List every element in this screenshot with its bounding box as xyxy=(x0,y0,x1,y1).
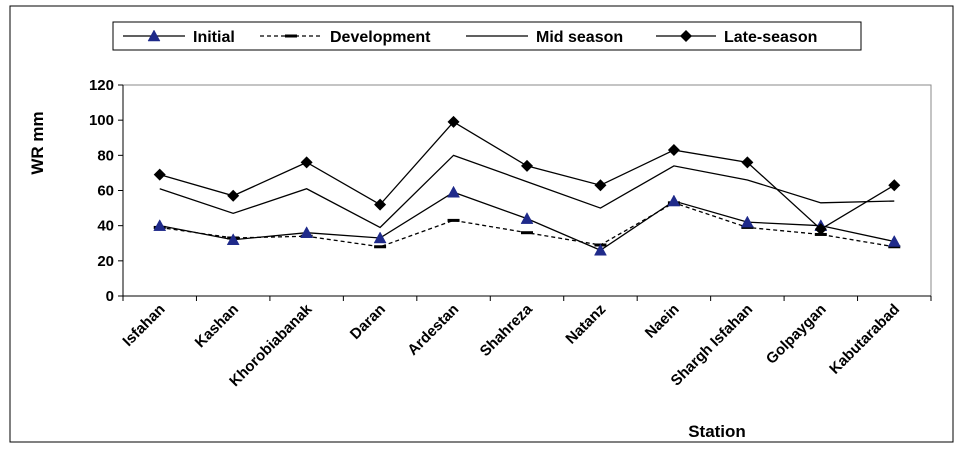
data-point-diamond xyxy=(888,179,901,192)
data-point-triangle xyxy=(447,185,460,198)
data-point-triangle xyxy=(373,231,387,244)
plot-area xyxy=(122,84,932,297)
data-point-diamond xyxy=(667,144,680,157)
data-point-diamond xyxy=(814,223,827,236)
y-tick-label: 40 xyxy=(97,218,114,235)
data-point-diamond xyxy=(741,156,754,169)
data-point-triangle xyxy=(300,226,314,238)
series-late-season xyxy=(153,115,901,236)
y-axis: 0 20 40 60 80 100 120 xyxy=(89,77,124,305)
data-point-diamond xyxy=(374,198,387,211)
legend-item-development: Development xyxy=(260,29,431,46)
legend-item-late-season: Late-season xyxy=(656,29,817,46)
x-axis-title: Station xyxy=(688,422,746,441)
data-point-triangle xyxy=(740,215,754,228)
y-tick-label: 20 xyxy=(97,253,114,270)
series-layer xyxy=(153,115,901,256)
legend-label: Initial xyxy=(193,29,235,46)
data-point-triangle xyxy=(594,243,607,256)
legend-label: Mid season xyxy=(536,29,623,46)
data-point-triangle xyxy=(887,234,901,247)
y-tick-label: 100 xyxy=(89,112,114,129)
y-tick-label: 60 xyxy=(97,183,114,200)
data-point-triangle xyxy=(667,194,681,207)
legend-items: Initial Development Mid season Late-season xyxy=(123,29,817,46)
data-point-diamond xyxy=(521,159,533,172)
legend-label: Development xyxy=(330,29,431,46)
series-mid-season xyxy=(159,154,895,229)
data-point-diamond xyxy=(153,168,166,181)
y-tick-label: 80 xyxy=(97,147,114,164)
data-point-triangle xyxy=(147,29,161,42)
data-point-diamond xyxy=(680,30,692,42)
y-tick-label: 120 xyxy=(89,77,114,94)
y-tick-label: 0 xyxy=(106,288,114,305)
data-point-diamond xyxy=(300,156,313,169)
data-point-triangle xyxy=(153,219,167,231)
data-point-triangle xyxy=(520,212,534,224)
y-axis-title: WR mm xyxy=(28,111,47,174)
legend-item-initial: Initial xyxy=(123,29,235,46)
data-point-diamond xyxy=(594,179,607,192)
data-point-triangle xyxy=(226,233,240,245)
legend-item-mid-season: Mid season xyxy=(466,29,623,46)
data-point-diamond xyxy=(447,115,460,128)
data-point-diamond xyxy=(227,189,240,202)
series-line xyxy=(159,154,895,229)
legend-label: Late-season xyxy=(724,29,817,46)
